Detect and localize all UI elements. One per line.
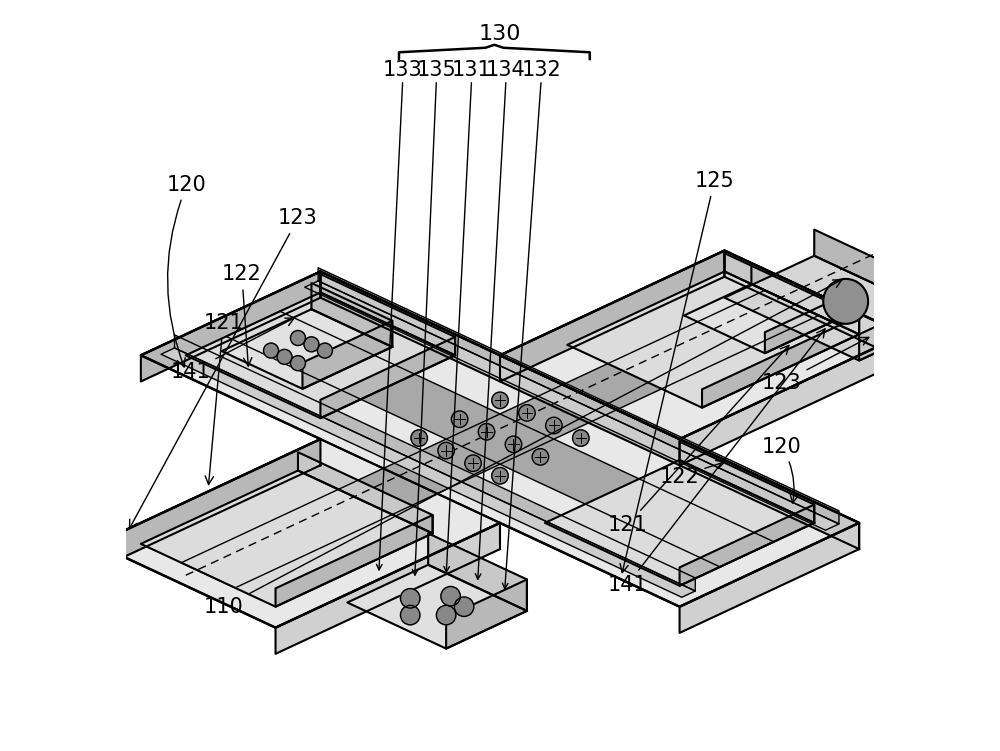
Circle shape <box>441 587 460 606</box>
Polygon shape <box>545 460 814 586</box>
Polygon shape <box>311 283 392 347</box>
Circle shape <box>532 448 549 465</box>
Text: 123: 123 <box>762 337 869 393</box>
Text: 121: 121 <box>203 313 243 484</box>
Text: 130: 130 <box>0 750 1 751</box>
Circle shape <box>492 468 508 484</box>
Text: 122: 122 <box>660 460 725 487</box>
Text: 132: 132 <box>521 60 561 80</box>
Circle shape <box>823 279 868 324</box>
Circle shape <box>478 424 495 440</box>
Polygon shape <box>680 442 814 523</box>
Circle shape <box>573 430 589 446</box>
Polygon shape <box>724 256 949 360</box>
Polygon shape <box>724 251 904 360</box>
Polygon shape <box>161 348 695 597</box>
Polygon shape <box>96 439 320 570</box>
Text: 122: 122 <box>222 264 262 366</box>
Polygon shape <box>680 334 904 466</box>
Circle shape <box>436 605 456 625</box>
Polygon shape <box>680 523 859 633</box>
Circle shape <box>400 589 420 608</box>
Polygon shape <box>318 268 839 524</box>
Polygon shape <box>302 321 392 389</box>
Circle shape <box>505 436 522 453</box>
Polygon shape <box>320 337 455 418</box>
Circle shape <box>264 343 279 358</box>
Text: 121: 121 <box>607 345 789 535</box>
Circle shape <box>400 605 420 625</box>
Polygon shape <box>96 439 500 628</box>
Polygon shape <box>175 335 695 591</box>
Polygon shape <box>320 274 455 355</box>
Circle shape <box>290 356 305 371</box>
Polygon shape <box>226 312 774 567</box>
Polygon shape <box>500 251 904 439</box>
Polygon shape <box>141 272 320 382</box>
Circle shape <box>304 336 319 351</box>
Polygon shape <box>320 272 859 549</box>
Polygon shape <box>446 580 527 649</box>
Polygon shape <box>500 251 724 382</box>
Polygon shape <box>141 272 859 607</box>
Circle shape <box>451 411 468 427</box>
Text: 141: 141 <box>607 329 825 595</box>
Text: 130: 130 <box>479 24 521 44</box>
Polygon shape <box>702 316 859 408</box>
Circle shape <box>411 430 427 446</box>
Text: 120: 120 <box>762 436 802 503</box>
Polygon shape <box>765 301 832 353</box>
Circle shape <box>277 349 292 364</box>
Circle shape <box>465 455 481 472</box>
Polygon shape <box>305 281 839 530</box>
Polygon shape <box>181 291 819 588</box>
Text: 135: 135 <box>417 60 456 80</box>
Circle shape <box>519 405 535 421</box>
Text: 125: 125 <box>620 171 734 572</box>
Polygon shape <box>222 309 392 389</box>
Circle shape <box>317 343 332 358</box>
Polygon shape <box>276 523 500 654</box>
Polygon shape <box>298 452 433 533</box>
Text: 131: 131 <box>452 60 491 80</box>
Polygon shape <box>347 565 527 649</box>
Polygon shape <box>751 263 832 321</box>
Circle shape <box>492 392 508 409</box>
Polygon shape <box>684 284 832 353</box>
Circle shape <box>546 418 562 434</box>
Text: 141: 141 <box>171 318 294 382</box>
Circle shape <box>454 597 474 617</box>
Text: 110: 110 <box>203 280 842 617</box>
Polygon shape <box>724 253 859 334</box>
Polygon shape <box>276 515 433 607</box>
Polygon shape <box>859 292 949 360</box>
Polygon shape <box>814 230 949 318</box>
Text: 123: 123 <box>129 208 318 529</box>
Polygon shape <box>186 292 455 418</box>
Polygon shape <box>141 471 433 607</box>
Text: 133: 133 <box>383 60 423 80</box>
Text: SA: SA <box>0 750 1 751</box>
Circle shape <box>438 442 454 459</box>
Polygon shape <box>567 272 859 408</box>
Circle shape <box>290 330 305 345</box>
Polygon shape <box>680 505 814 586</box>
Polygon shape <box>428 533 527 611</box>
Text: 134: 134 <box>486 60 526 80</box>
Text: 120: 120 <box>167 175 207 367</box>
